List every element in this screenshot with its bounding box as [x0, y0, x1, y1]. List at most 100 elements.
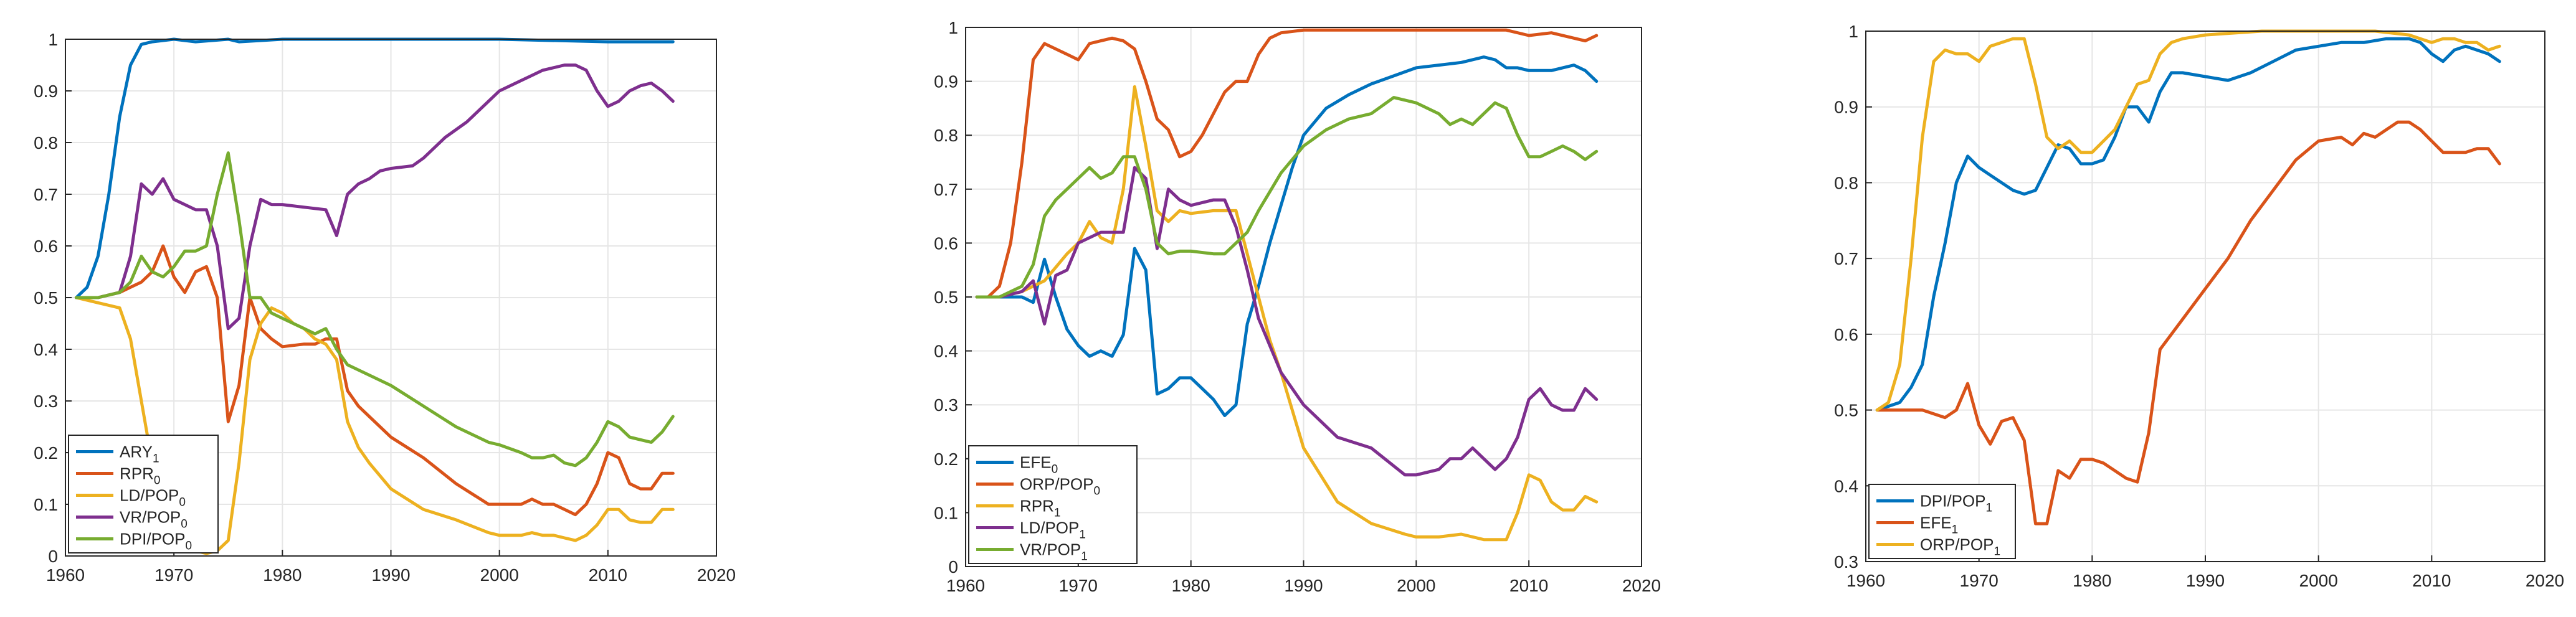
y-tick-label: 0.5 [34, 288, 58, 308]
legend-label-subscript: 1 [1054, 507, 1061, 520]
legend-label: DPI/POP0 [120, 530, 192, 553]
chart-panel-3: 1960 1970 1980 1990 2000 2010 2020 0.3 0.4 0.5 0.6… [1834, 22, 2564, 590]
y-tick-label: 0.5 [934, 288, 958, 307]
x-tick-label: 2020 [1622, 576, 1661, 595]
legend-label: ARY1 [120, 443, 159, 466]
y-tick-label: 0 [948, 557, 958, 577]
legend-label-text: LD/POP [120, 486, 179, 505]
legend-label: RPR1 [1020, 497, 1060, 520]
x-tick-label: 2010 [589, 565, 627, 585]
legend-label-text: EFE [1920, 514, 1952, 532]
chart-panel-2: 1960 1970 1980 1990 2000 2010 2020 0 0.1 0.2 0.3 0.… [934, 18, 1661, 595]
legend-label-text: EFE [1020, 453, 1052, 472]
legend-label: VR/POP1 [1020, 540, 1088, 563]
legend-label-text: ORP/POP [1020, 475, 1093, 494]
y-tick-label: 0.8 [1834, 173, 1858, 192]
legend-label-text: ARY [120, 443, 153, 461]
legend-label-subscript: 1 [1952, 524, 1959, 537]
x-tick-label: 2000 [2299, 571, 2338, 590]
x-tick-label: 1960 [46, 565, 85, 585]
x-tick-label: 2000 [1397, 576, 1435, 595]
series-line-5 [975, 96, 1599, 299]
y-tick-label: 0.4 [934, 342, 958, 361]
legend-label-text: VR/POP [120, 508, 181, 527]
y-tick-label: 0.3 [34, 392, 58, 411]
legend-label: LD/POP0 [120, 486, 186, 509]
y-tick-label: 0.7 [1834, 249, 1858, 268]
y-tick-label: 0.4 [1834, 476, 1858, 496]
legend-label: EFE0 [1020, 453, 1058, 476]
series-line-4 [975, 166, 1599, 477]
legend-label-subscript: 0 [1093, 485, 1100, 498]
x-tick-label: 2010 [2412, 571, 2451, 590]
y-tick-label: 0.6 [934, 233, 958, 253]
legend-label-subscript: 1 [153, 453, 159, 466]
y-tick-label: 0.3 [1834, 552, 1858, 572]
legend-label-text: DPI/POP [1920, 492, 1985, 511]
series-line-2 [975, 28, 1599, 299]
y-tick-label: 0.7 [34, 185, 58, 204]
series-line-5 [74, 151, 675, 468]
y-tick-label: 0.4 [34, 340, 58, 359]
y-tick-label: 0.3 [934, 395, 958, 415]
x-tick-label: 1960 [1846, 571, 1885, 590]
legend-label: RPR0 [120, 464, 160, 487]
x-tick-label: 1980 [1172, 576, 1210, 595]
legend-label-subscript: 1 [1081, 550, 1088, 563]
series-line-2 [74, 244, 675, 517]
y-tick-label: 1 [948, 18, 958, 37]
series-line-1 [975, 55, 1599, 417]
legend-label: VR/POP0 [120, 508, 188, 531]
y-tick-label: 0.5 [1834, 401, 1858, 420]
legend-label-text: RPR [1020, 497, 1054, 516]
legend-label-text: RPR [120, 464, 154, 483]
legend-label: ORP/POP0 [1020, 475, 1100, 498]
x-tick-label: 1970 [1059, 576, 1098, 595]
series-line-4 [74, 64, 675, 331]
y-tick-label: 0.1 [934, 503, 958, 522]
y-tick-label: 0.2 [34, 443, 58, 463]
x-tick-label: 1980 [263, 565, 302, 585]
series-line-3 [1875, 29, 2501, 412]
series-line-3 [975, 85, 1599, 542]
x-tick-label: 1990 [2186, 571, 2225, 590]
y-tick-label: 0.9 [1834, 98, 1858, 117]
x-tick-label: 1990 [1284, 576, 1323, 595]
legend-label-subscript: 0 [179, 496, 186, 509]
x-tick-label: 1970 [154, 565, 193, 585]
y-tick-label: 0.8 [934, 126, 958, 145]
x-tick-label: 2020 [2526, 571, 2564, 590]
legend-label-text: LD/POP [1020, 519, 1079, 537]
chart-panel-1: 1960 1970 1980 1990 2000 2010 2020 0 0.1 0.2 0.3 0.… [34, 30, 736, 585]
y-tick-label: 0.8 [34, 133, 58, 153]
legend-label-subscript: 0 [181, 518, 188, 531]
x-tick-label: 1990 [371, 565, 410, 585]
legend-label-subscript: 0 [1052, 463, 1058, 476]
y-tick-label: 0 [48, 547, 58, 566]
legend-label-subscript: 1 [1079, 529, 1086, 542]
y-tick-label: 1 [48, 30, 58, 49]
y-tick-label: 0.2 [934, 450, 958, 469]
series-line-2 [1875, 120, 2501, 525]
y-tick-label: 0.9 [34, 82, 58, 101]
legend-label-text: ORP/POP [1920, 535, 1994, 554]
x-tick-label: 2000 [480, 565, 519, 585]
legend-label: LD/POP1 [1020, 519, 1086, 542]
x-tick-label: 2010 [1509, 576, 1548, 595]
y-tick-label: 0.6 [1834, 325, 1858, 344]
legend-label: ORP/POP1 [1920, 535, 2000, 558]
y-tick-label: 0.9 [934, 72, 958, 92]
y-tick-label: 0.6 [34, 237, 58, 256]
series-line-1 [1875, 37, 2501, 412]
x-tick-label: 1970 [1960, 571, 1999, 590]
legend-label-text: VR/POP [1020, 540, 1081, 559]
y-tick-label: 0.7 [934, 180, 958, 199]
x-tick-label: 2020 [697, 565, 736, 585]
legend-label-text: DPI/POP [120, 530, 185, 549]
legend-label: DPI/POP1 [1920, 492, 1992, 515]
